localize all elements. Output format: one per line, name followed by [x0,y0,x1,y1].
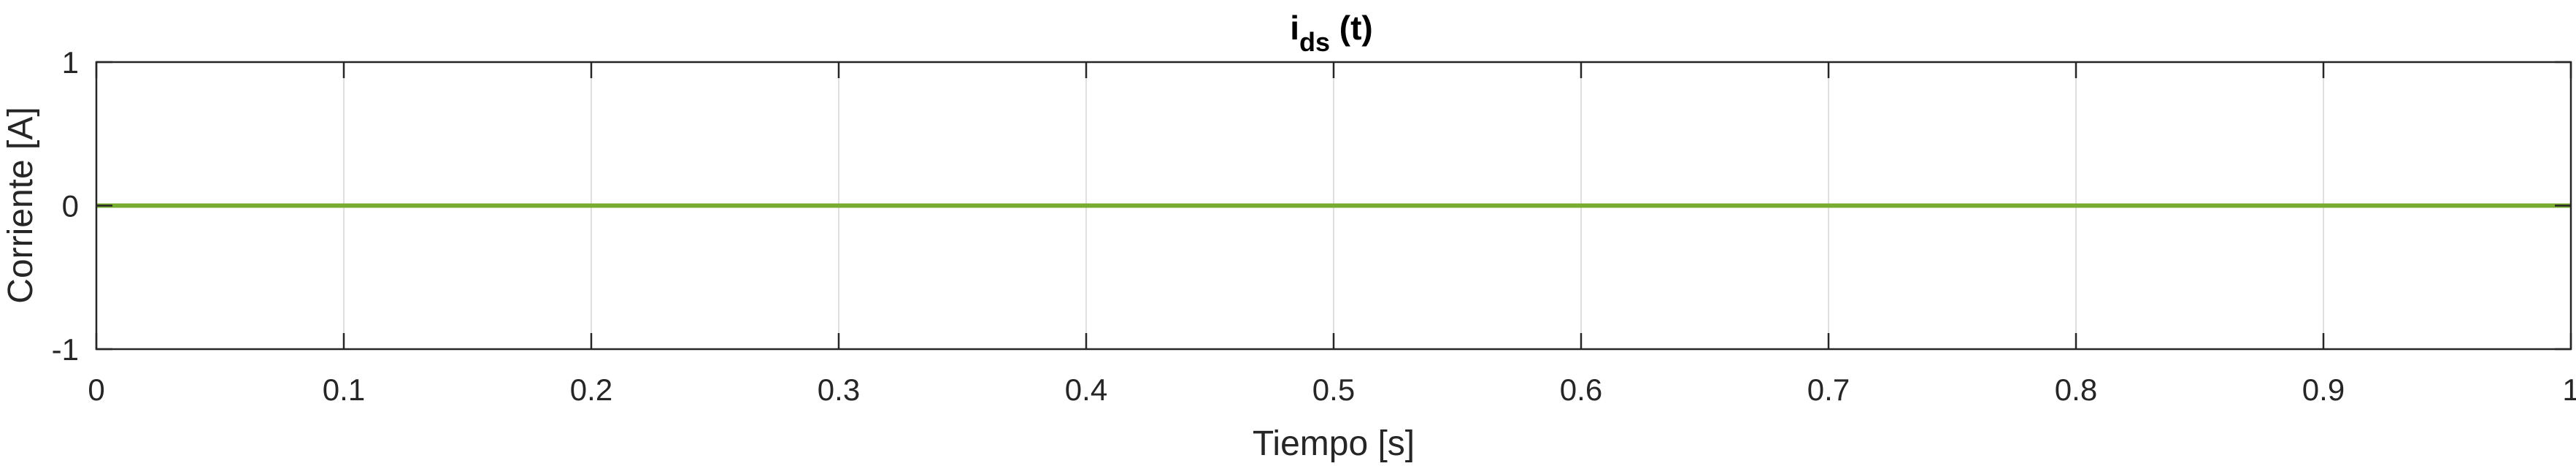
x-tick-label: 0.4 [1065,373,1107,407]
chart-title-suffix: (t) [1330,9,1373,47]
y-tick-label: -1 [52,332,79,367]
x-tick-label: 0.5 [1312,373,1355,407]
y-tick-label: 0 [62,189,79,224]
x-tick-label: 0.7 [1807,373,1850,407]
x-axis-label: Tiempo [s] [1253,424,1415,463]
x-tick-label: 0.8 [2055,373,2097,407]
x-tick-label: 0.3 [818,373,860,407]
x-tick-label: 0.9 [2302,373,2345,407]
x-tick-labels: 0 0.1 0.2 0.3 0.4 0.5 0.6 0.7 0.8 0.9 1 [88,373,2576,407]
y-tick-labels: -1 0 1 [52,45,79,367]
chart-title: ids (t) [1290,9,1373,57]
y-tick-label: 1 [62,45,79,80]
x-tick-label: 0.6 [1560,373,1602,407]
chart-title-main: i [1290,9,1299,47]
y-axis-label: Corriente [A] [1,107,40,303]
x-tick-label: 0 [88,373,104,407]
plot-area [95,61,2572,351]
tick-marks [95,61,2572,351]
x-tick-label: 0.1 [323,373,365,407]
x-tick-label: 1 [2562,373,2576,407]
chart-title-subscript: ds [1299,27,1330,57]
x-tick-label: 0.2 [570,373,612,407]
